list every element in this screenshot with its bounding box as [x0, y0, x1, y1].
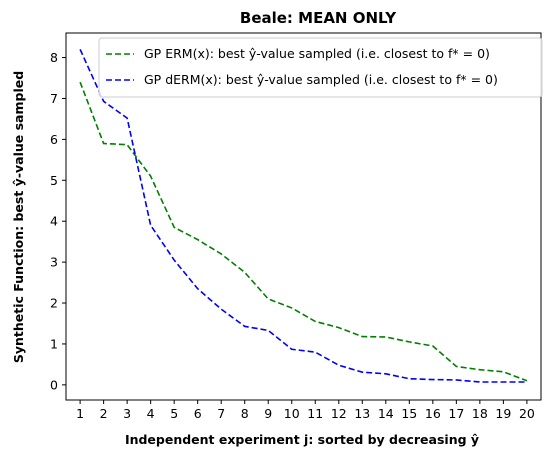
y-tick-label: 6 [50, 132, 58, 147]
x-tick-label: 8 [241, 406, 249, 421]
legend-frame [98, 37, 543, 98]
series-line-erm [79, 81, 528, 382]
series-line-derm [79, 49, 527, 383]
y-axis-label: Synthetic Function: best ŷ-value sampled [11, 71, 26, 363]
x-tick-label: 4 [147, 406, 155, 421]
x-tick-label: 2 [100, 406, 108, 421]
x-tick-label: 5 [170, 406, 178, 421]
plot-area [65, 32, 542, 401]
x-tick-label: 15 [401, 406, 417, 421]
x-axis-ticks: 1 2 3 4 5 6 7 8 9 10 11 12 13 14 15 16 17 18 19 20 [76, 400, 535, 421]
legend-entry-erm: GP ERM(x): best ŷ-value sampled (i.e. cl… [144, 46, 490, 61]
y-tick-label: 3 [50, 255, 58, 270]
x-tick-label: 19 [495, 406, 511, 421]
x-tick-label: 17 [448, 406, 464, 421]
x-tick-label: 10 [284, 406, 300, 421]
y-tick-label: 7 [50, 91, 58, 106]
plot-frame [65, 32, 542, 401]
x-tick-label: 12 [331, 406, 347, 421]
y-axis-ticks: 0 1 2 3 4 5 6 7 8 [50, 50, 66, 392]
y-tick-label: 0 [50, 377, 58, 392]
x-tick-label: 13 [354, 406, 370, 421]
y-tick-label: 4 [50, 214, 58, 229]
x-tick-label: 9 [264, 406, 272, 421]
x-tick-label: 16 [425, 406, 441, 421]
x-axis-label: Independent experiment j: sorted by decr… [125, 432, 479, 447]
x-tick-label: 20 [519, 406, 535, 421]
series-layer [79, 49, 528, 383]
y-tick-label: 5 [50, 173, 58, 188]
x-tick-label: 14 [378, 406, 394, 421]
x-tick-label: 6 [194, 406, 202, 421]
y-tick-label: 8 [50, 50, 58, 65]
x-tick-label: 7 [217, 406, 225, 421]
x-tick-label: 1 [76, 406, 84, 421]
y-tick-label: 1 [50, 336, 58, 351]
x-tick-label: 11 [307, 406, 323, 421]
legend-entry-derm: GP dERM(x): best ŷ-value sampled (i.e. c… [144, 72, 498, 87]
x-tick-label: 3 [123, 406, 131, 421]
chart-title: Beale: MEAN ONLY [240, 9, 397, 27]
legend: GP ERM(x): best ŷ-value sampled (i.e. cl… [98, 37, 543, 98]
x-tick-label: 18 [472, 406, 488, 421]
y-tick-label: 2 [50, 296, 58, 311]
